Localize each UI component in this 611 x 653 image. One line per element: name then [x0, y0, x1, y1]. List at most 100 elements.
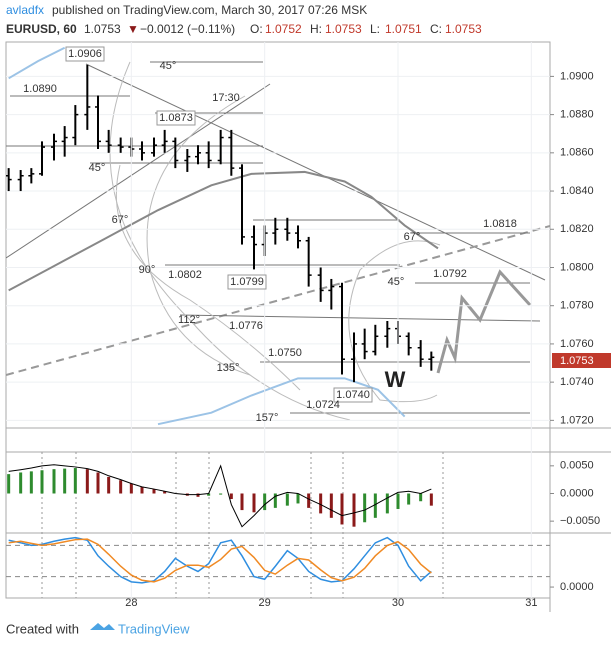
change-arrow: ▼ [127, 22, 139, 36]
stoch-line [8, 538, 432, 583]
annotation: 1.0792 [433, 268, 467, 280]
y-tick-label: 1.0780 [560, 300, 594, 312]
footer-text: Created with [6, 621, 79, 636]
annotation: 67° [404, 231, 421, 243]
y-tick-label: 1.0800 [560, 261, 594, 273]
panel [6, 536, 550, 584]
y-tick-label: −0.0050 [560, 515, 600, 527]
ohlc-value: 1.0753 [325, 22, 362, 36]
histogram-bar [285, 493, 289, 506]
annotation: 45° [89, 162, 106, 174]
annotation: 1.0740 [336, 389, 370, 401]
annotation: 1.0890 [23, 83, 57, 95]
label-box [227, 274, 267, 290]
last-price: 1.0753 [560, 355, 594, 367]
histogram-bar [40, 470, 44, 494]
y-tick-label: 0.0000 [560, 581, 594, 593]
histogram-bar [373, 493, 377, 518]
annotation: 1.0799 [230, 276, 264, 288]
symbol: EURUSD, 60 [6, 22, 77, 36]
histogram-bar [329, 493, 333, 518]
histogram-bar [307, 493, 311, 508]
histogram-bar [73, 468, 77, 494]
y-tick-label: 1.0900 [560, 70, 594, 82]
histogram-bar [340, 493, 344, 525]
annotation: 45° [160, 60, 177, 72]
histogram-bar [196, 493, 200, 497]
histogram-bar [240, 493, 244, 511]
moving-average [157, 377, 406, 426]
annotation: 1.0818 [483, 218, 517, 230]
histogram-bar [96, 472, 100, 494]
ohlc-label: C: [430, 22, 442, 36]
annotation: W [385, 367, 406, 392]
histogram-bar [152, 489, 156, 494]
histogram-bar [140, 486, 144, 494]
histogram-bar [229, 493, 233, 500]
session-lines [41, 452, 444, 598]
y-tick-label: 1.0840 [560, 185, 594, 197]
change: −0.0012 (−0.11%) [140, 22, 235, 36]
footer-brand[interactable]: TradingView [118, 621, 190, 636]
annotation: 135° [217, 362, 240, 374]
histogram-bar [263, 493, 267, 511]
ohlc-label: H: [310, 22, 322, 36]
histogram-bar [429, 493, 433, 506]
annotation: 1.0724 [306, 399, 340, 411]
logo [90, 623, 115, 630]
y-tick-label: 1.0740 [560, 376, 594, 388]
histogram-bar [163, 491, 167, 494]
ohlc-label: O: [250, 22, 263, 36]
x-tick-label: 29 [259, 597, 271, 609]
y-tick-label: 1.0820 [560, 223, 594, 235]
histogram-bar [419, 493, 423, 502]
annotation: 112° [178, 314, 200, 326]
last-price-badge [552, 353, 611, 368]
histogram-bar [129, 483, 133, 494]
price: 1.0753 [84, 22, 121, 36]
y-tick-label: 0.0050 [560, 460, 594, 472]
histogram-bar [52, 469, 56, 494]
histogram-bar [396, 493, 400, 509]
y-tick-label: 1.0860 [560, 147, 594, 159]
annotation: 1.0802 [168, 269, 202, 281]
histogram-bar [119, 480, 123, 494]
annotation: 157° [256, 412, 279, 424]
histogram-bar [273, 493, 277, 508]
x-tick-label: 30 [392, 597, 404, 609]
label-box [65, 46, 105, 62]
annotation: 45° [388, 276, 405, 288]
histogram-bar [29, 471, 33, 494]
histogram-bar [252, 493, 256, 513]
histogram-bar [85, 469, 89, 494]
histogram-bar [385, 493, 389, 514]
label-box [333, 387, 373, 403]
annotation: 1.0776 [229, 320, 263, 332]
histogram-bar [7, 474, 11, 494]
ohlc-value: 1.0751 [385, 22, 422, 36]
histogram-bar [63, 468, 67, 494]
histogram-bar [296, 493, 300, 504]
stoch-line [8, 536, 432, 584]
ohlc-value: 1.0753 [445, 22, 482, 36]
histogram-bar [352, 493, 356, 527]
author[interactable]: avladfx [6, 3, 44, 17]
annotation: 90° [139, 264, 156, 276]
moving-average [8, 170, 439, 292]
annotation: 1.0873 [159, 112, 193, 124]
ohlc-label: L: [370, 22, 380, 36]
annotation: 1.0750 [268, 347, 302, 359]
ohlc-value: 1.0752 [265, 22, 302, 36]
y-tick-label: 1.0720 [560, 414, 594, 426]
histogram-bar [19, 472, 23, 494]
histogram-bar [363, 493, 367, 523]
annotation: 1.0906 [68, 48, 102, 60]
annotation: 67° [112, 214, 129, 226]
histogram-bar [107, 476, 111, 494]
histogram-bar [407, 493, 411, 505]
label-box [156, 110, 196, 126]
histogram-bar [219, 493, 223, 495]
y-tick-label: 0.0000 [560, 487, 594, 499]
